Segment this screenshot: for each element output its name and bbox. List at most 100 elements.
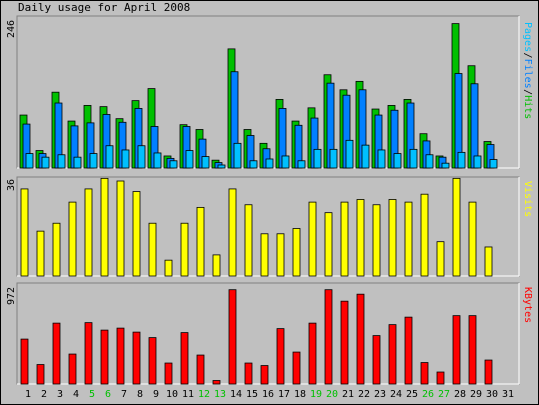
kbytes-bar-day-12 — [196, 354, 205, 385]
visits-bar-day-5 — [84, 188, 93, 277]
kbytes-bar-day-17 — [276, 328, 285, 385]
visits-bar-day-13 — [212, 254, 221, 277]
day-label-27: 27 — [438, 389, 450, 400]
visits-bar-day-9 — [148, 222, 157, 277]
visits-bar-day-26 — [420, 193, 429, 277]
visits-bar-day-28 — [452, 177, 461, 277]
visits-bar-day-20 — [324, 212, 333, 277]
kbytes-bar-day-7 — [116, 327, 125, 385]
day-label-4: 4 — [73, 389, 79, 400]
day-label-1: 1 — [25, 389, 31, 400]
pages-bar-day-28 — [457, 151, 466, 169]
kbytes-bar-day-10 — [164, 362, 173, 385]
day-label-25: 25 — [406, 389, 418, 400]
visits-bar-day-29 — [468, 201, 477, 277]
pages-bar-day-1 — [25, 153, 34, 169]
visits-bar-day-30 — [484, 246, 493, 277]
visits-bar-day-1 — [20, 188, 29, 277]
pages-bar-day-5 — [89, 153, 98, 169]
visits-bar-day-10 — [164, 259, 173, 277]
visits-bar-day-3 — [52, 222, 61, 277]
kbytes-bar-day-21 — [340, 300, 349, 385]
kbytes-bar-day-15 — [244, 362, 253, 385]
day-label-13: 13 — [214, 389, 226, 400]
day-label-21: 21 — [342, 389, 354, 400]
pages-bar-day-22 — [361, 144, 370, 169]
visits-bar-day-27 — [436, 241, 445, 277]
pages-bar-day-10 — [169, 160, 178, 169]
day-label-20: 20 — [326, 389, 338, 400]
kbytes-bar-day-14 — [228, 289, 237, 385]
day-label-18: 18 — [294, 389, 306, 400]
ylabel-part-2: Files — [522, 59, 533, 89]
day-label-22: 22 — [358, 389, 370, 400]
day-label-14: 14 — [230, 389, 242, 400]
visits-bar-day-25 — [404, 201, 413, 277]
day-label-23: 23 — [374, 389, 386, 400]
kbytes-bar-day-6 — [100, 329, 109, 385]
visits-bar-day-7 — [116, 180, 125, 277]
visits-bar-day-19 — [308, 201, 317, 277]
day-label-11: 11 — [182, 389, 194, 400]
pages-bar-day-14 — [233, 142, 242, 169]
pages-bar-day-12 — [201, 156, 210, 169]
pages-bar-day-21 — [345, 139, 354, 169]
day-label-12: 12 — [198, 389, 210, 400]
kbytes-bar-day-18 — [292, 351, 301, 385]
pages-bar-day-16 — [265, 158, 274, 169]
visits-bar-day-21 — [340, 201, 349, 277]
visits-bar-day-16 — [260, 233, 269, 277]
visits-axis-label: Visits — [522, 181, 533, 217]
hits-max-label: 246 — [6, 20, 17, 38]
chart-title: Daily usage for April 2008 — [18, 1, 191, 14]
visits-bar-day-24 — [388, 199, 397, 277]
kbytes-bar-day-8 — [132, 331, 141, 385]
day-label-29: 29 — [470, 389, 482, 400]
visits-bar-day-12 — [196, 206, 205, 277]
visits-bar-day-11 — [180, 222, 189, 277]
day-label-24: 24 — [390, 389, 402, 400]
ylabel-part-0: Pages — [522, 22, 533, 52]
day-label-16: 16 — [262, 389, 274, 400]
files-bar-day-29 — [470, 83, 479, 169]
pages-bar-day-2 — [41, 156, 50, 169]
kbytes-bar-day-30 — [484, 359, 493, 385]
day-label-28: 28 — [454, 389, 466, 400]
pages-bar-day-11 — [185, 150, 194, 169]
kbytes-bar-day-24 — [388, 324, 397, 385]
kbytes-axis-label: KBytes — [522, 287, 533, 323]
pages-bar-day-13 — [217, 164, 226, 169]
ylabel-part-3: / — [522, 89, 533, 95]
pages-bar-day-26 — [425, 154, 434, 169]
kbytes-bar-day-23 — [372, 335, 381, 385]
day-label-7: 7 — [121, 389, 127, 400]
visits-bar-day-4 — [68, 201, 77, 277]
pages-bar-day-15 — [249, 160, 258, 169]
day-label-31: 31 — [502, 389, 514, 400]
kbytes-bar-day-4 — [68, 353, 77, 385]
pages-bar-day-29 — [473, 155, 482, 169]
kbytes-bar-day-11 — [180, 332, 189, 385]
pages-bar-day-9 — [153, 152, 162, 169]
kbytes-max-label: 972 — [6, 287, 17, 305]
pages-bar-day-3 — [57, 154, 66, 169]
day-label-9: 9 — [153, 389, 159, 400]
pages-bar-day-19 — [313, 148, 322, 169]
visits-bar-day-22 — [356, 199, 365, 277]
visits-bar-day-8 — [132, 191, 141, 277]
kbytes-bar-day-13 — [212, 380, 221, 385]
pages-bar-day-4 — [73, 156, 82, 169]
kbytes-bar-day-29 — [468, 315, 477, 385]
kbytes-bar-day-22 — [356, 293, 365, 385]
pages-bar-day-7 — [121, 149, 130, 169]
visits-bar-day-23 — [372, 204, 381, 277]
kbytes-bar-day-26 — [420, 362, 429, 385]
kbytes-bar-day-20 — [324, 289, 333, 385]
pages-bar-day-23 — [377, 149, 386, 169]
kbytes-bar-day-2 — [36, 364, 45, 385]
pages-bar-day-30 — [489, 159, 498, 169]
kbytes-bar-day-5 — [84, 322, 93, 385]
ylabel-part-4: Hits — [522, 95, 533, 119]
visits-max-label: 36 — [6, 179, 17, 191]
pages-bar-day-20 — [329, 148, 338, 169]
